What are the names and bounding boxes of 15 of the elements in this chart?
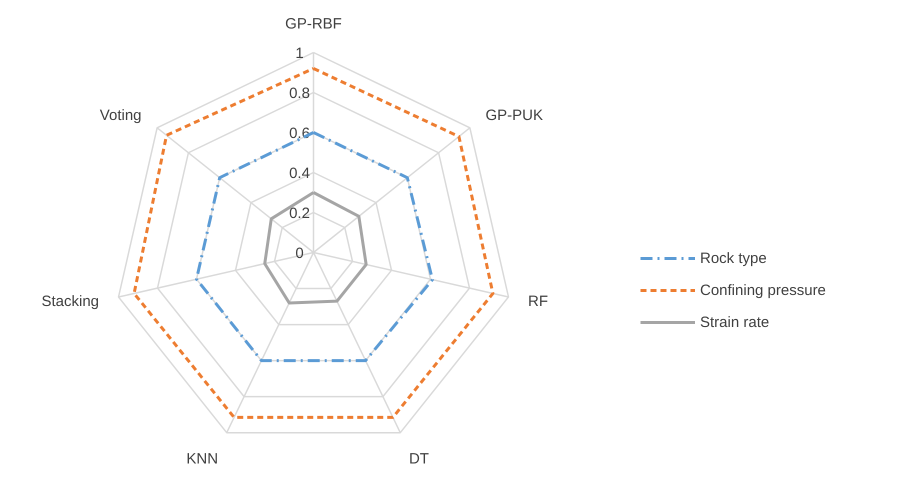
y-tick-label: 0 <box>295 245 304 262</box>
spoke-label: DT <box>408 450 429 468</box>
y-tick-label: 0.2 <box>289 205 310 222</box>
legend-label: Rock type <box>700 250 767 266</box>
spoke-label: Voting <box>100 106 142 124</box>
spoke-label: GP-PUK <box>486 106 544 124</box>
y-tick-label: 1 <box>295 45 304 62</box>
legend-label: Strain rate <box>700 314 770 330</box>
spoke-label: Stacking <box>41 292 100 310</box>
legend-label: Confining pressure <box>700 282 826 298</box>
y-tick-label: 0.8 <box>289 85 310 102</box>
spoke-label: RF <box>528 292 548 310</box>
y-tick-label: 0.4 <box>289 165 310 182</box>
spoke-label: GP-RBF <box>285 16 342 32</box>
spoke-label: KNN <box>186 450 218 468</box>
